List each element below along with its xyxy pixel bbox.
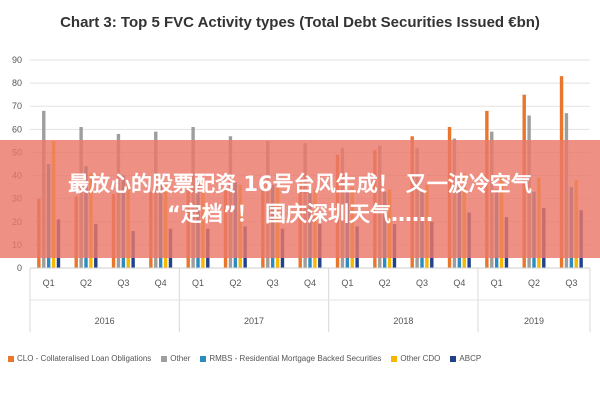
- x-tick-label: Q3: [117, 278, 129, 288]
- legend-swatch: [200, 355, 207, 362]
- x-tick-label: Q1: [341, 278, 353, 288]
- year-label: 2018: [393, 316, 413, 326]
- legend-swatch: [161, 355, 168, 362]
- year-label: 2016: [95, 316, 115, 326]
- legend-label: CLO - Collateralised Loan Obligations: [17, 354, 152, 363]
- x-tick-label: Q4: [155, 278, 167, 288]
- legend-item: CLO - Collateralised Loan Obligations: [8, 354, 151, 363]
- legend-label: RMBS - Residential Mortgage Backed Secur…: [209, 354, 382, 363]
- x-tick-label: Q2: [229, 278, 241, 288]
- chart-legend: CLO - Collateralised Loan Obligations Oth…: [8, 354, 598, 363]
- year-label: 2017: [244, 316, 264, 326]
- y-tick-label: 80: [12, 78, 22, 88]
- x-tick-label: Q4: [304, 278, 316, 288]
- legend-swatch: [450, 355, 457, 362]
- year-label: 2019: [524, 316, 544, 326]
- x-tick-label: Q1: [491, 278, 503, 288]
- legend-item: RMBS - Residential Mortgage Backed Secur…: [200, 354, 381, 363]
- y-tick-label: 0: [17, 263, 22, 273]
- x-tick-label: Q2: [80, 278, 92, 288]
- ad-banner-overlay[interactable]: 最放心的股票配资 16号台风生成！ 又一波冷空气 “定档”！ 国庆深圳天气……: [0, 140, 600, 258]
- ad-banner-line-2: “定档”！ 国庆深圳天气……: [167, 202, 433, 226]
- legend-swatch: [8, 355, 14, 362]
- chart-title: Chart 3: Top 5 FVC Activity types (Total…: [60, 14, 540, 31]
- legend-swatch: [391, 355, 398, 362]
- legend-item: Other: [161, 354, 190, 363]
- legend-label: ABCP: [459, 354, 482, 363]
- legend-label: Other CDO: [400, 354, 441, 363]
- x-tick-label: Q2: [379, 278, 391, 288]
- x-tick-label: Q4: [453, 278, 465, 288]
- y-tick-label: 70: [12, 101, 22, 111]
- ad-banner-line-1: 最放心的股票配资 16号台风生成！ 又一波冷空气: [68, 172, 532, 196]
- y-tick-label: 60: [12, 124, 22, 134]
- x-tick-label: Q2: [528, 278, 540, 288]
- x-tick-label: Q3: [267, 278, 279, 288]
- x-tick-label: Q1: [43, 278, 55, 288]
- x-tick-label: Q1: [192, 278, 204, 288]
- y-tick-label: 90: [12, 55, 22, 65]
- legend-item: ABCP: [450, 354, 481, 363]
- legend-label: Other: [170, 354, 191, 363]
- x-tick-label: Q3: [416, 278, 428, 288]
- legend-item: Other CDO: [391, 354, 440, 363]
- x-tick-label: Q3: [565, 278, 577, 288]
